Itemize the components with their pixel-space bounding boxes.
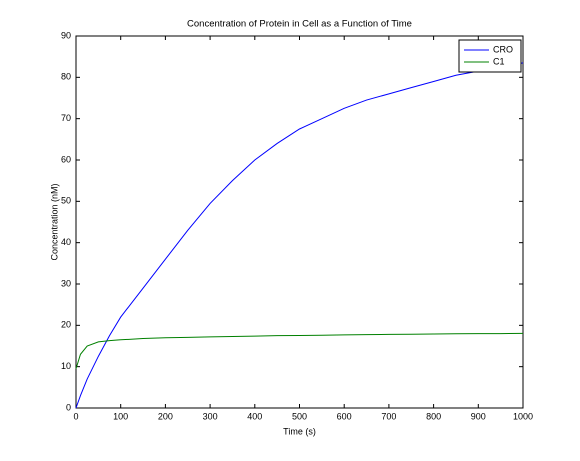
data-line [75,332,524,369]
x-tick-label: 0 [73,411,78,421]
chart-title: Concentration of Protein in Cell as a Fu… [187,19,412,30]
legend-box [458,39,522,73]
data-line [75,62,524,409]
y-tick-label: 70 [61,113,71,123]
x-tick-label: 900 [471,411,486,421]
y-axis-label: Concentration (nM) [49,183,59,260]
x-tick-label: 600 [337,411,352,421]
legend-label: C1 [493,56,505,66]
x-tick-label: 800 [426,411,441,421]
y-tick-label: 20 [61,320,71,330]
x-tick-label: 200 [158,411,173,421]
x-tick-label: 400 [247,411,262,421]
y-tick-label: 50 [61,196,71,206]
y-tick-label: 0 [66,402,71,412]
x-tick-label: 700 [381,411,396,421]
y-tick-label: 90 [61,30,71,40]
x-axis-label: Time (s) [283,426,316,436]
x-tick-label: 1000 [513,411,533,421]
legend-label: CRO [493,44,513,54]
y-tick-label: 80 [61,72,71,82]
plot-area [75,35,524,409]
x-tick-label: 100 [113,411,128,421]
y-tick-label: 40 [61,237,71,247]
x-tick-label: 500 [292,411,307,421]
y-tick-label: 30 [61,278,71,288]
y-tick-label: 60 [61,154,71,164]
y-tick-label: 10 [61,361,71,371]
x-tick-label: 300 [203,411,218,421]
